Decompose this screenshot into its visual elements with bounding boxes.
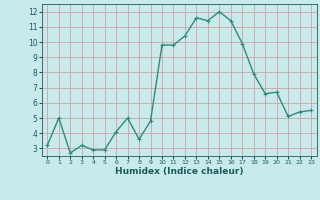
- X-axis label: Humidex (Indice chaleur): Humidex (Indice chaleur): [115, 167, 244, 176]
